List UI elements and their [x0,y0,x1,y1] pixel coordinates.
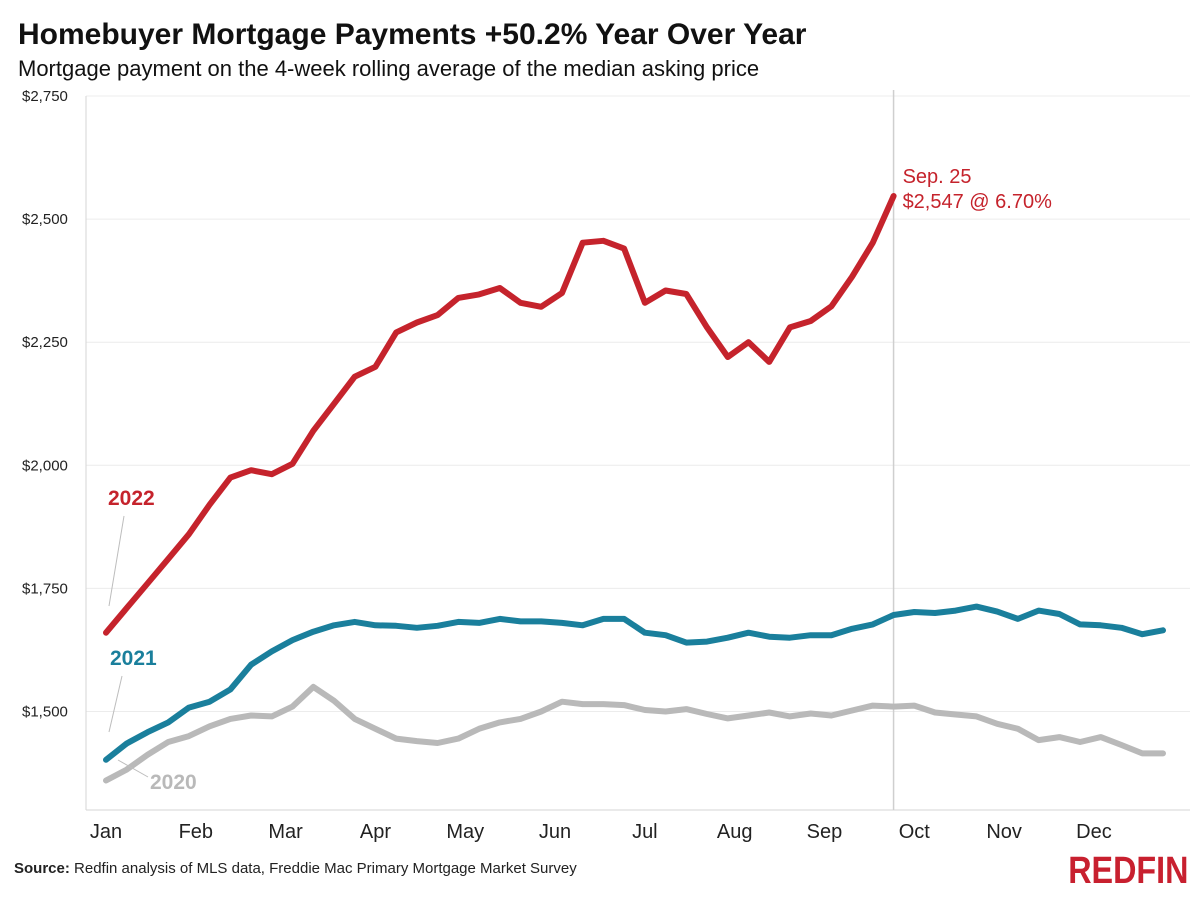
x-tick-label: Oct [899,821,931,843]
y-tick-label: $2,000 [22,457,68,474]
x-tick-label: Apr [360,821,391,843]
source-text: Redfin analysis of MLS data, Freddie Mac… [69,860,577,877]
annotation-value: $2,547 @ 6.70% [903,191,1053,213]
series-line-2021 [103,603,1166,763]
x-tick-label: Sep [807,821,843,843]
x-tick-label: Dec [1076,821,1112,843]
series-label-2021: 2021 [110,647,157,670]
series-leader-2022 [108,515,125,607]
x-tick-label: Mar [268,821,303,843]
x-tick-label: Jul [632,821,658,843]
x-tick-label: Aug [717,821,753,843]
chart-title: Homebuyer Mortgage Payments +50.2% Year … [18,18,807,51]
x-tick-label: Feb [179,821,213,843]
y-tick-label: $2,500 [22,211,68,228]
annotation-date: Sep. 25 [903,166,972,188]
source-label: Source: [14,860,70,877]
source-note: Source: Redfin analysis of MLS data, Fre… [14,860,577,877]
series-line-2020 [103,683,1166,784]
redfin-logo: REDFIN [1067,850,1188,892]
series-label-2022: 2022 [108,487,155,510]
series-label-2020: 2020 [150,771,197,794]
series-leader-2021 [108,675,123,733]
x-tick-label: Jun [539,821,571,843]
series-leader-2020 [117,759,149,778]
series-line-2022 [103,193,897,636]
y-tick-label: $2,250 [22,334,68,351]
y-tick-label: $2,750 [22,88,68,105]
chart-subtitle: Mortgage payment on the 4-week rolling a… [18,56,760,81]
y-tick-label: $1,750 [22,580,68,597]
y-tick-label: $1,500 [22,704,68,721]
x-tick-label: Jan [90,821,122,843]
x-tick-label: Nov [986,821,1022,843]
x-tick-label: May [446,821,484,843]
